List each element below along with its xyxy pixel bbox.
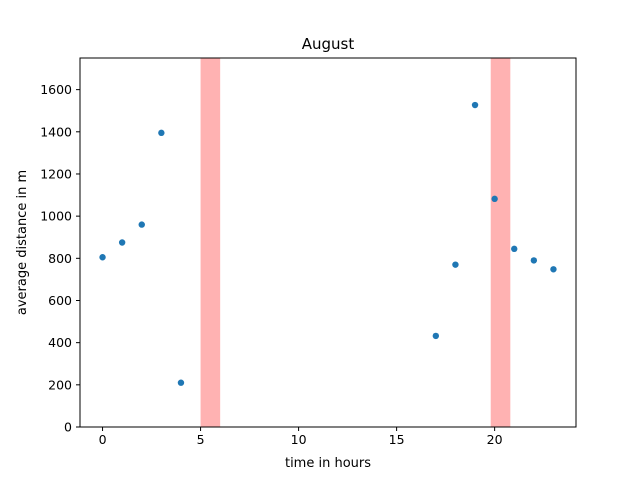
- data-point: [530, 257, 538, 264]
- y-tick-label: 1600: [40, 82, 72, 97]
- y-tick-label: 600: [48, 293, 72, 308]
- y-tick-label: 1000: [40, 209, 72, 224]
- x-tick-label: 15: [389, 432, 405, 447]
- data-point: [99, 254, 106, 261]
- y-tick-label: 800: [48, 251, 72, 266]
- y-tick-label: 400: [48, 335, 72, 350]
- chart-title: August: [302, 35, 355, 53]
- y-axis-ticks: 0 200 400 600 800 1000 1200 1400 1600: [40, 82, 80, 435]
- x-axis-label: time in hours: [285, 456, 371, 471]
- data-points: [99, 101, 557, 386]
- y-tick-label: 200: [48, 377, 72, 392]
- x-tick-label: 10: [291, 432, 307, 447]
- highlight-band-1: [200, 58, 221, 427]
- y-tick-label: 1400: [40, 124, 72, 139]
- y-tick-label: 1200: [40, 166, 72, 181]
- data-point: [491, 195, 498, 203]
- highlight-band-2: [490, 58, 511, 427]
- y-tick-label: 0: [64, 420, 72, 435]
- data-point: [452, 261, 459, 268]
- data-point: [177, 379, 185, 386]
- x-axis-ticks: 0 5 10 15 20: [99, 427, 503, 447]
- x-tick-label: 0: [99, 432, 107, 447]
- y-axis-label: average distance in m: [15, 170, 30, 315]
- x-tick-label: 5: [197, 432, 205, 447]
- data-point: [138, 221, 145, 228]
- data-point: [471, 101, 479, 109]
- data-point: [118, 239, 126, 246]
- highlight-bands: [200, 58, 511, 427]
- data-point: [550, 266, 557, 273]
- data-point: [511, 245, 518, 253]
- x-tick-label: 20: [487, 432, 503, 447]
- data-point: [432, 332, 440, 340]
- plot-frame: [79, 57, 577, 428]
- data-point: [158, 129, 165, 137]
